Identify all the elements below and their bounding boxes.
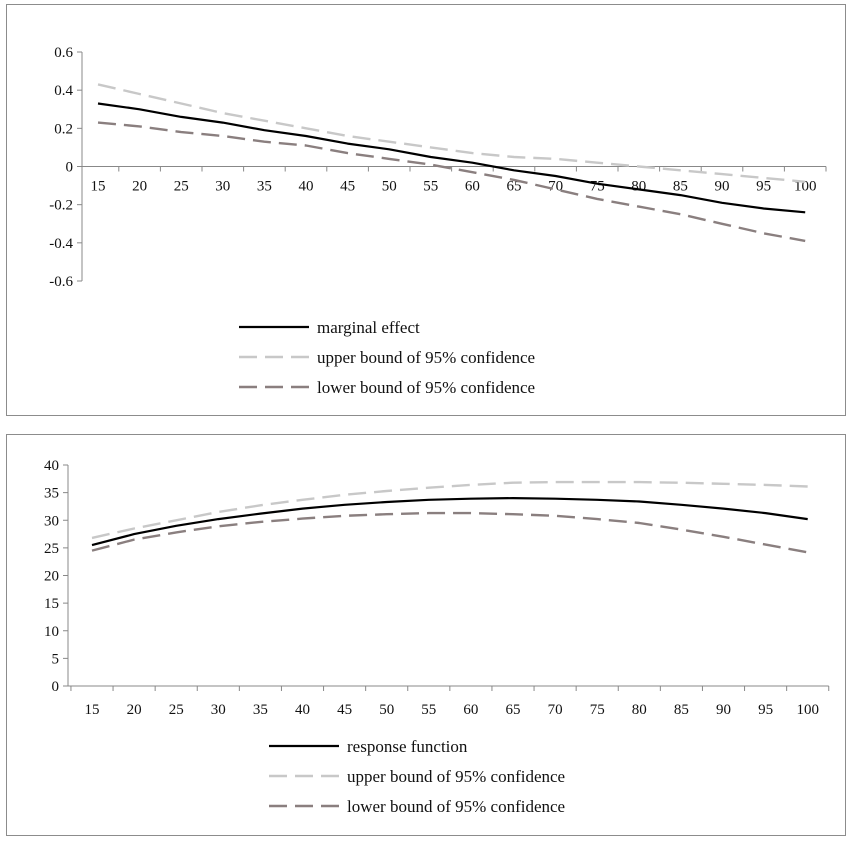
series-line-lower-bound (91, 511, 808, 554)
series-line-main (91, 496, 808, 547)
x-tick-label: 60 (465, 179, 480, 195)
x-tick-label: 50 (382, 179, 397, 195)
y-tick-label: 0.2 (54, 121, 73, 137)
x-tick-label: 95 (756, 179, 771, 195)
y-tick-label: 10 (44, 624, 59, 640)
x-tick-label: 20 (127, 702, 142, 718)
y-tick-label: -0.6 (49, 274, 73, 290)
x-tick-label: 75 (590, 702, 605, 718)
x-tick-label: 80 (632, 702, 647, 718)
x-tick-label: 75 (590, 179, 605, 195)
x-tick-label: 25 (174, 179, 189, 195)
x-tick-label: 85 (674, 702, 689, 718)
y-tick-label: 25 (44, 541, 59, 557)
x-tick-label: 80 (631, 179, 646, 195)
series-line-lower-bound (97, 121, 806, 243)
x-tick-label: 55 (423, 179, 438, 195)
x-tick-label: 55 (421, 702, 436, 718)
x-tick-label: 70 (548, 179, 563, 195)
y-tick-label: -0.4 (49, 236, 73, 252)
legend-label: response function (347, 737, 468, 756)
y-tick-label: 0 (52, 679, 60, 695)
y-tick-label: 0 (66, 160, 74, 176)
x-tick-label: 30 (215, 179, 230, 195)
x-tick-label: 100 (796, 702, 819, 718)
legend-label: upper bound of 95% confidence (317, 348, 535, 367)
x-tick-label: 50 (379, 702, 394, 718)
legend-label: lower bound of 95% confidence (317, 378, 535, 397)
x-tick-label: 60 (463, 702, 478, 718)
y-tick-label: 35 (44, 486, 59, 502)
x-tick-label: 100 (794, 179, 817, 195)
legend-label: marginal effect (317, 318, 420, 337)
x-tick-label: 90 (715, 179, 730, 195)
y-tick-label: 5 (52, 651, 60, 667)
x-tick-label: 40 (295, 702, 310, 718)
x-tick-label: 15 (85, 702, 100, 718)
series-line-upper-bound (97, 83, 806, 183)
x-tick-label: 15 (91, 179, 106, 195)
y-tick-label: 20 (44, 569, 59, 585)
series-line-main (97, 102, 806, 214)
x-tick-label: 40 (299, 179, 314, 195)
marginal-effect-chart-panel: 0.6 0.4 0.2 0 -0.2 -0.4 -0.6 15 20 25 30 35 40 45 50 55… (6, 4, 846, 416)
y-tick-label: 40 (44, 458, 59, 474)
x-tick-label: 65 (507, 179, 522, 195)
x-tick-label: 70 (548, 702, 563, 718)
x-tick-label: 65 (506, 702, 521, 718)
x-tick-label: 45 (337, 702, 352, 718)
y-tick-label: 15 (44, 596, 59, 612)
y-tick-label: -0.2 (49, 198, 73, 214)
x-tick-label: 20 (132, 179, 147, 195)
x-tick-label: 95 (758, 702, 773, 718)
x-tick-label: 45 (340, 179, 355, 195)
x-tick-label: 35 (257, 179, 272, 195)
marginal-effect-chart: 0.6 0.4 0.2 0 -0.2 -0.4 -0.6 15 20 25 30 35 40 45 50 55… (49, 45, 827, 397)
legend-label: lower bound of 95% confidence (347, 797, 565, 816)
x-tick-label: 30 (211, 702, 226, 718)
y-tick-label: 0.4 (54, 83, 73, 99)
y-tick-label: 0.6 (54, 45, 73, 61)
x-tick-label: 90 (716, 702, 731, 718)
legend-label: upper bound of 95% confidence (347, 767, 565, 786)
y-tick-label: 30 (44, 513, 59, 529)
series-line-upper-bound (91, 480, 808, 540)
x-tick-label: 25 (169, 702, 184, 718)
x-tick-label: 85 (673, 179, 688, 195)
response-function-chart-panel: 40 35 30 25 20 15 10 5 0 15 20 25 30 35 40 45 50 55 60 65 70… (6, 434, 846, 836)
x-tick-label: 35 (253, 702, 268, 718)
